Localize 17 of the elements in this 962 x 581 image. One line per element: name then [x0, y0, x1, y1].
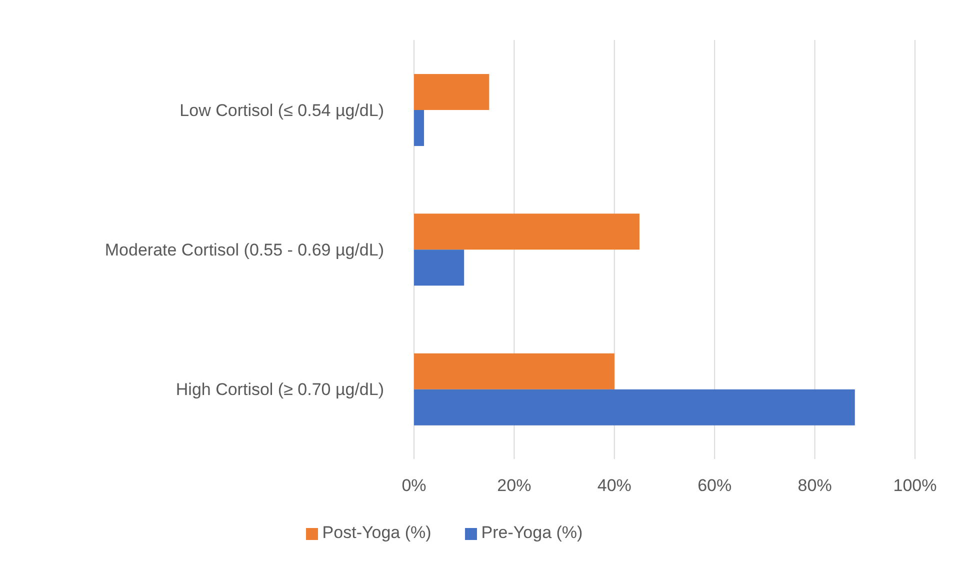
bar [414, 74, 490, 110]
y-tick-label: Low Cortisol (≤ 0.54 µg/dL) [180, 100, 384, 120]
legend-label: Post-Yoga (%) [322, 523, 432, 542]
x-tick-label: 20% [497, 476, 532, 496]
bar [414, 250, 464, 286]
bar [414, 389, 855, 426]
bar [414, 214, 640, 250]
bar [414, 353, 614, 390]
y-tick-label: High Cortisol (≥ 0.70 µg/dL) [176, 380, 384, 400]
x-tick-label: 100% [893, 476, 937, 496]
bar [414, 110, 424, 146]
x-tick-label: 60% [698, 476, 732, 496]
x-tick-label: 0% [402, 476, 426, 496]
x-tick-label: 80% [798, 476, 832, 496]
y-tick-label: Moderate Cortisol (0.55 - 0.69 µg/dL) [104, 240, 384, 260]
x-tick-label: 40% [597, 476, 632, 496]
legend-label: Pre-Yoga (%) [481, 523, 583, 542]
